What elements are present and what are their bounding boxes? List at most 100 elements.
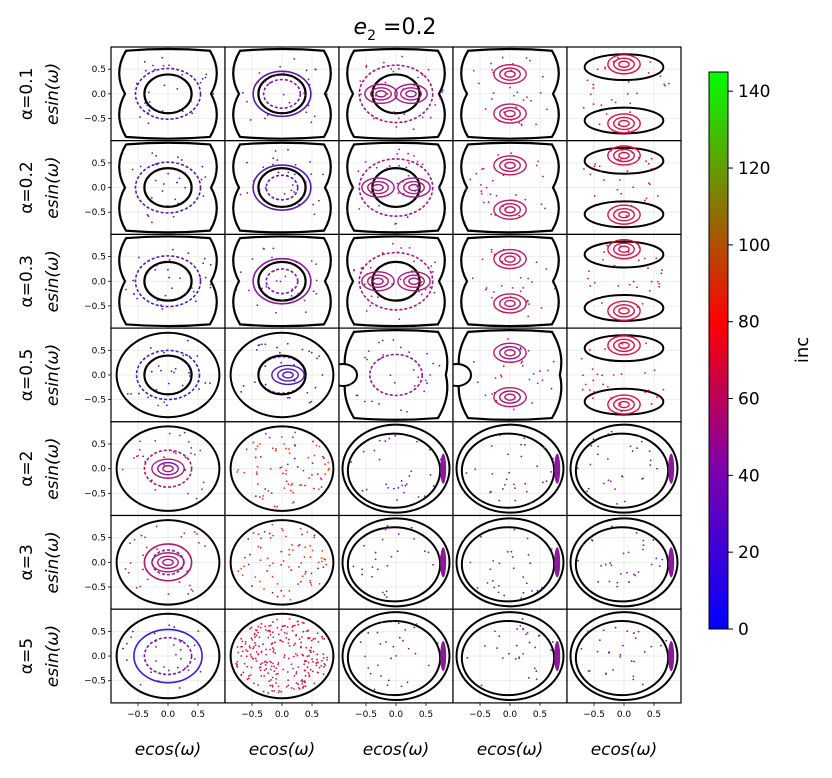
outer-boundary bbox=[455, 611, 565, 702]
orbit-point bbox=[489, 62, 492, 65]
island-orbit bbox=[271, 364, 305, 386]
orbit-point bbox=[316, 658, 318, 661]
orbit-point bbox=[379, 643, 382, 645]
orbit-point bbox=[376, 568, 379, 571]
orbit-point bbox=[304, 572, 307, 575]
orbit-point bbox=[497, 154, 499, 156]
island-orbit bbox=[607, 394, 641, 415]
orbit-point bbox=[643, 257, 646, 260]
orbit-point bbox=[251, 657, 254, 660]
y-axis-label: esin(ω) bbox=[43, 156, 63, 218]
orbit-point bbox=[277, 672, 279, 675]
orbit-point bbox=[489, 491, 492, 494]
orbit-point bbox=[521, 360, 524, 363]
orbit-point bbox=[302, 469, 305, 472]
orbit-point bbox=[250, 655, 253, 658]
island-orbit bbox=[394, 83, 428, 105]
orbit-point bbox=[154, 269, 157, 271]
inner-separatrix bbox=[257, 354, 307, 396]
orbit-point bbox=[148, 109, 151, 112]
orbit-point bbox=[150, 671, 153, 674]
island-orbit bbox=[504, 109, 516, 118]
orbit-point bbox=[294, 431, 297, 434]
orbit-point bbox=[645, 342, 647, 345]
orbit-point bbox=[512, 408, 515, 411]
orbit-point bbox=[372, 117, 375, 120]
orbit-point bbox=[201, 165, 204, 168]
orbit-point bbox=[543, 446, 546, 449]
orbit-point bbox=[627, 130, 630, 132]
orbit-point bbox=[129, 542, 131, 545]
panel-r2-c1 bbox=[224, 233, 340, 329]
orbit-point bbox=[365, 310, 368, 312]
orbit-point bbox=[244, 640, 247, 643]
orbit-point bbox=[178, 581, 181, 583]
orbit-point bbox=[369, 304, 372, 307]
orbit-point bbox=[432, 485, 435, 487]
orbit-point bbox=[284, 275, 287, 278]
orbit-point bbox=[154, 488, 157, 491]
orbit-point bbox=[637, 630, 640, 633]
orbit-point bbox=[311, 658, 314, 661]
orbit-point bbox=[589, 285, 592, 287]
orbit-point bbox=[255, 348, 258, 351]
orbit-point bbox=[151, 221, 153, 224]
orbit-point bbox=[292, 667, 295, 670]
panel-r4-c0: 0.50.0−0.5 bbox=[84, 421, 226, 517]
resonant-sliver bbox=[440, 453, 447, 484]
island-orbit bbox=[162, 464, 174, 473]
orbit-point bbox=[133, 538, 136, 541]
orbit-point bbox=[291, 184, 294, 186]
orbit-point bbox=[520, 362, 523, 364]
orbit-point bbox=[523, 437, 526, 440]
island-orbit bbox=[607, 300, 641, 322]
orbit-point bbox=[303, 299, 306, 302]
orbit-point bbox=[236, 660, 239, 663]
orbit-curve bbox=[135, 349, 201, 401]
orbit-point bbox=[593, 195, 596, 197]
orbit-point bbox=[322, 653, 325, 656]
island-orbit bbox=[403, 274, 425, 288]
orbit-point bbox=[363, 400, 366, 403]
orbit-point bbox=[604, 67, 607, 70]
orbit-point bbox=[530, 99, 532, 102]
panel-r6-c4: −0.5 0.0 0.5 bbox=[566, 608, 682, 720]
orbit-point bbox=[322, 566, 325, 569]
orbit-point bbox=[653, 369, 656, 372]
orbit-point bbox=[627, 81, 630, 83]
orbit-point bbox=[632, 675, 635, 678]
outer-boundary bbox=[569, 423, 679, 514]
orbit-point bbox=[647, 267, 649, 269]
orbit-point bbox=[174, 198, 177, 201]
y-tick-label: 0.0 bbox=[92, 652, 107, 662]
orbit-point bbox=[382, 61, 385, 64]
orbit-point bbox=[297, 292, 300, 295]
row-label: α=5 bbox=[17, 638, 37, 674]
orbit-point bbox=[325, 563, 328, 566]
orbit-point bbox=[171, 248, 174, 251]
orbit-point bbox=[249, 553, 251, 556]
orbit-point bbox=[308, 637, 311, 639]
orbit-point bbox=[317, 199, 320, 202]
orbit-point bbox=[290, 663, 293, 666]
orbit-point bbox=[150, 196, 153, 199]
orbit-point bbox=[260, 674, 263, 677]
orbit-point bbox=[252, 179, 255, 182]
orbit-point bbox=[184, 186, 187, 189]
orbit-point bbox=[582, 106, 585, 109]
orbit-point bbox=[627, 551, 630, 554]
orbit-point bbox=[520, 455, 523, 458]
panel-r5-c4 bbox=[566, 514, 682, 610]
orbit-point bbox=[262, 247, 265, 250]
separatrix-boundary bbox=[232, 235, 332, 328]
orbit-point bbox=[485, 186, 488, 189]
orbit-point bbox=[257, 631, 260, 634]
orbit-point bbox=[541, 586, 543, 589]
orbit-point bbox=[187, 593, 190, 595]
separatrix-boundary bbox=[460, 235, 560, 328]
orbit-curve bbox=[134, 161, 202, 214]
orbit-point bbox=[364, 655, 367, 658]
orbit-point bbox=[619, 655, 622, 658]
orbit-point bbox=[489, 193, 492, 196]
orbit-point bbox=[416, 185, 419, 188]
